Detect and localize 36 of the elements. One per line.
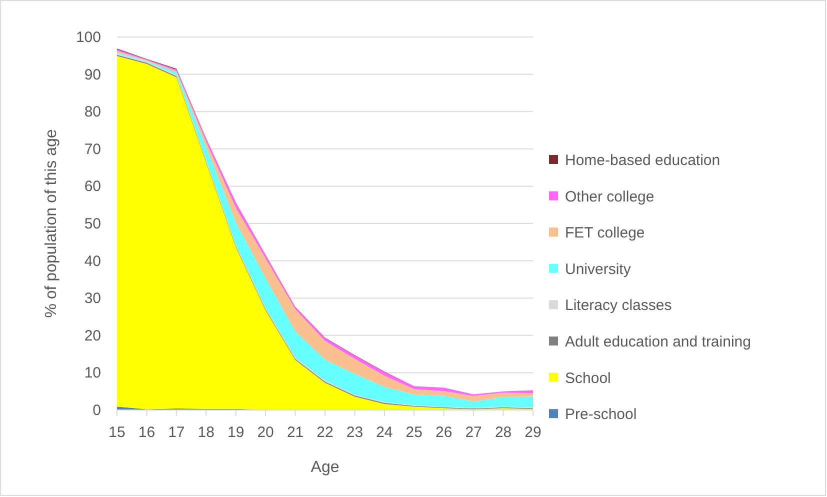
x-tick-label: 20 <box>257 424 274 441</box>
y-tick-label: 10 <box>84 364 101 382</box>
legend-label: Adult education and training <box>565 334 751 350</box>
x-tick-label: 27 <box>465 424 482 441</box>
x-tick-label: 24 <box>376 424 393 441</box>
x-tick-label: 28 <box>494 424 512 441</box>
x-tick-label: 29 <box>524 424 542 441</box>
y-tick-label: 80 <box>84 104 101 121</box>
y-axis-title: % of population of this age <box>43 129 60 318</box>
legend-label: University <box>565 260 632 278</box>
legend-label: Literacy classes <box>565 297 672 314</box>
x-tick-label: 18 <box>198 424 214 441</box>
legend-label: Pre-school <box>565 406 637 424</box>
y-tick-label: 0 <box>92 402 101 419</box>
x-tick-label: 15 <box>108 424 126 441</box>
y-tick-label: 70 <box>84 140 101 158</box>
x-tick-label: 17 <box>168 424 185 441</box>
x-tick-label: 19 <box>228 424 244 441</box>
y-tick-label: 100 <box>76 29 101 46</box>
y-tick-label: 30 <box>84 290 101 308</box>
legend-label: School <box>565 370 611 387</box>
x-tick-label: 23 <box>346 424 364 441</box>
x-tick-label: 16 <box>138 424 156 441</box>
y-tick-label: 50 <box>84 216 101 232</box>
y-tick-label: 20 <box>84 327 101 344</box>
x-tick-label: 26 <box>436 424 452 441</box>
legend-label: Home-based education <box>565 152 720 169</box>
y-tick-label: 60 <box>84 178 101 196</box>
legend-label: Other college <box>565 188 654 206</box>
y-tick-label: 90 <box>84 66 101 84</box>
y-tick-label: 40 <box>84 252 101 270</box>
x-tick-label: 25 <box>406 424 422 441</box>
x-axis-title: Age <box>310 459 340 476</box>
x-tick-label: 22 <box>316 424 334 441</box>
legend-label: FET college <box>565 224 645 242</box>
x-tick-label: 21 <box>286 424 304 441</box>
